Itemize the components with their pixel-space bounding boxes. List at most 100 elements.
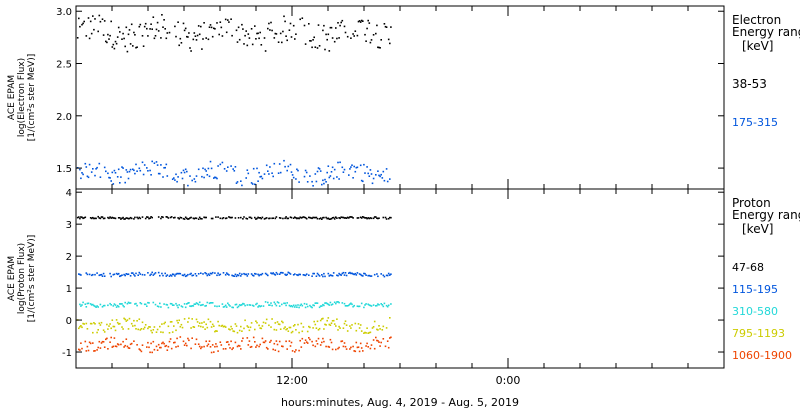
proton-point: [171, 331, 174, 333]
electron-point: [353, 35, 355, 37]
electron-point: [143, 25, 146, 28]
proton-point: [377, 329, 379, 331]
proton-point: [136, 344, 138, 346]
electron-point: [201, 175, 203, 178]
electron-point: [114, 172, 117, 174]
proton-point: [351, 216, 353, 218]
proton-point: [128, 302, 131, 304]
electron-point: [171, 178, 174, 180]
proton-point: [359, 342, 362, 345]
proton-point: [206, 301, 209, 304]
proton-point: [90, 322, 93, 325]
electron-point: [210, 167, 213, 170]
proton-point: [325, 216, 327, 219]
proton-point: [221, 303, 224, 305]
electron-point: [382, 170, 385, 173]
proton-point: [138, 271, 141, 274]
proton-point: [217, 350, 219, 352]
proton-point: [366, 342, 368, 345]
electron-point: [254, 25, 256, 27]
proton-point: [271, 217, 273, 220]
proton-point: [89, 342, 92, 345]
electron-point: [284, 20, 286, 23]
electron-point: [259, 176, 261, 178]
proton-point: [365, 274, 367, 276]
electron-point: [318, 45, 321, 47]
proton-point: [292, 217, 295, 219]
proton-point: [311, 275, 313, 277]
proton-point: [377, 275, 379, 278]
proton-point: [188, 339, 190, 342]
proton-point: [259, 327, 261, 329]
proton-point: [291, 350, 294, 352]
electron-point: [211, 35, 214, 38]
proton-point: [313, 272, 315, 275]
proton-point: [372, 326, 375, 328]
proton-point: [176, 337, 178, 340]
proton-point: [261, 216, 264, 219]
electron-point: [136, 170, 138, 172]
proton-point: [375, 216, 377, 218]
electron-point: [81, 172, 83, 174]
proton-point: [181, 326, 184, 329]
proton-point: [325, 324, 327, 326]
proton-point: [182, 274, 185, 277]
proton-point: [246, 304, 249, 306]
proton-point: [252, 336, 255, 339]
proton-point: [214, 330, 216, 333]
proton-point: [237, 305, 240, 308]
proton-point: [376, 304, 378, 307]
electron-point: [86, 175, 89, 178]
electron-point: [309, 40, 311, 42]
proton-point: [133, 319, 135, 322]
proton-point: [311, 306, 313, 309]
proton-point: [126, 302, 129, 305]
proton-point: [349, 271, 351, 274]
proton-point: [179, 325, 182, 328]
proton-point: [134, 324, 136, 327]
proton-point: [336, 301, 338, 303]
electron-point: [245, 30, 247, 32]
proton-point: [168, 332, 171, 334]
proton-point: [365, 217, 367, 219]
electron-point: [304, 43, 307, 45]
proton-point: [156, 328, 159, 331]
proton-point: [80, 325, 82, 327]
electron-point: [264, 50, 267, 52]
proton-point: [79, 349, 81, 351]
electron-point: [329, 175, 332, 177]
electron-point: [234, 166, 237, 168]
proton-point: [230, 325, 232, 328]
electron-point: [359, 21, 362, 23]
electron-point: [350, 37, 352, 39]
proton-point: [273, 301, 276, 304]
proton-point: [329, 338, 332, 341]
electron-point: [124, 181, 126, 184]
proton-point: [98, 274, 101, 277]
proton-point: [274, 349, 277, 351]
proton-point: [207, 343, 210, 346]
electron-point: [217, 165, 219, 167]
electron-point: [160, 37, 162, 39]
proton-point: [193, 217, 196, 220]
proton-point: [360, 217, 363, 219]
proton-point: [367, 346, 369, 348]
proton-point: [309, 216, 311, 219]
proton-point: [135, 302, 137, 305]
proton-point: [284, 217, 286, 220]
proton-point: [298, 217, 300, 220]
proton-point: [121, 326, 123, 328]
electron-point: [123, 37, 125, 40]
proton-point: [136, 216, 138, 219]
electron-point: [135, 46, 137, 49]
proton-point: [161, 272, 163, 275]
proton-point: [296, 217, 298, 220]
proton-point: [256, 344, 258, 347]
proton-point: [164, 272, 166, 275]
proton-point: [368, 331, 371, 334]
proton-point: [198, 322, 201, 324]
proton-point: [222, 306, 225, 308]
electron-point: [207, 167, 210, 170]
electron-point: [251, 43, 254, 46]
proton-point: [352, 345, 354, 348]
